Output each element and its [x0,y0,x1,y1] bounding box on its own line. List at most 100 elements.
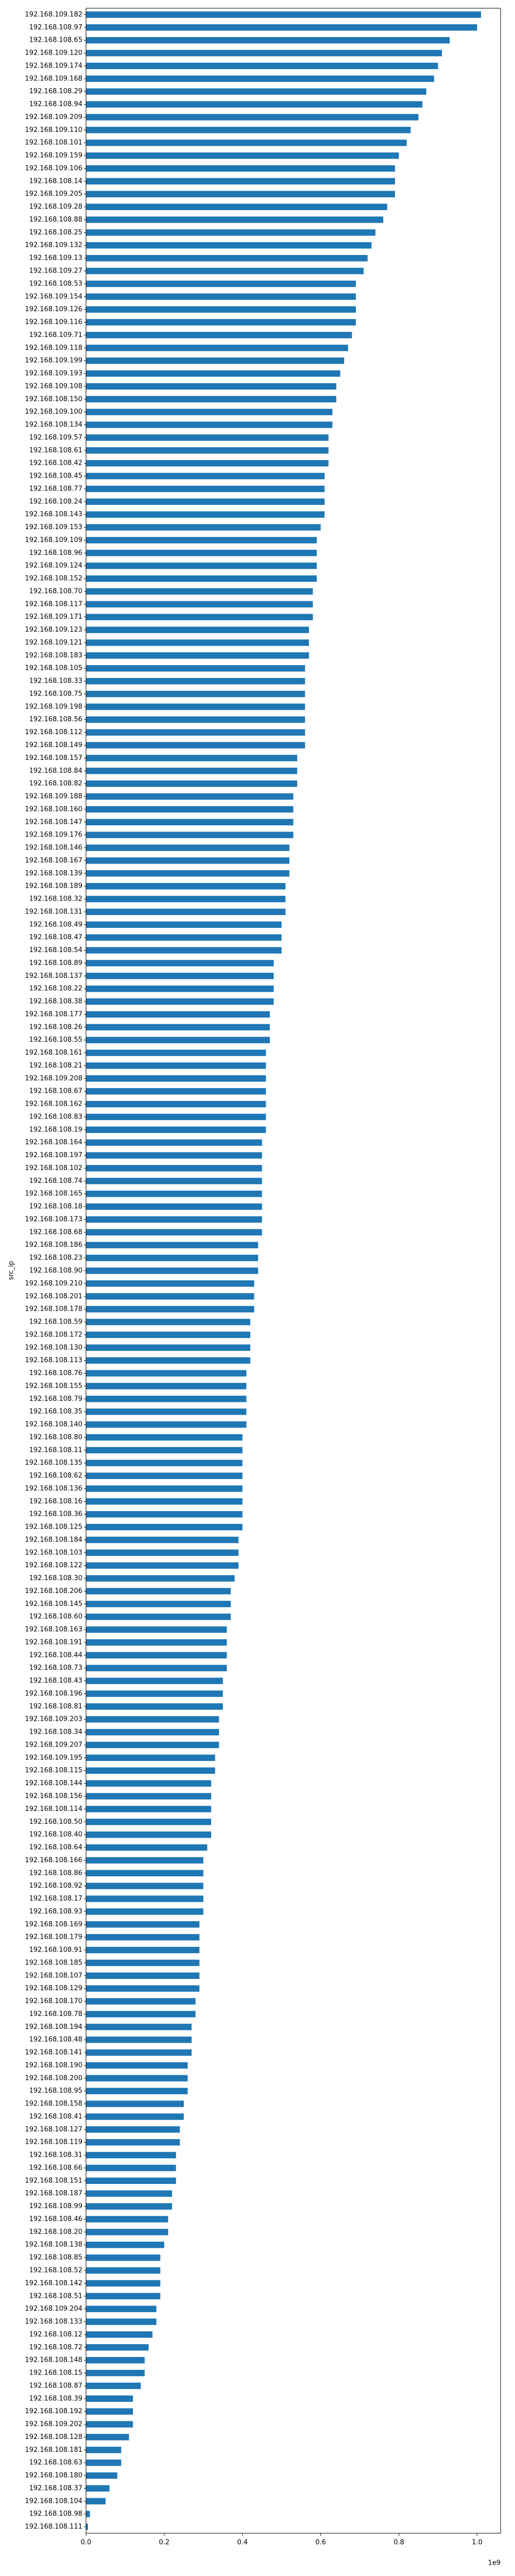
y-tick-label: 192.168.108.196 [25,1690,82,1698]
y-tick-label: 192.168.108.105 [25,665,82,672]
y-tick-label: 192.168.108.149 [25,741,82,749]
bar [86,255,368,262]
x-tick-label: 0.0 [81,2539,92,2547]
y-tick-label: 192.168.108.133 [25,2318,82,2326]
y-tick-label: 192.168.108.111 [25,2523,82,2531]
bar [86,1523,243,1531]
y-tick-label: 192.168.109.208 [25,1075,82,1082]
y-tick-label: 192.168.108.170 [25,1997,82,2005]
y-tick-label: 192.168.108.90 [29,1267,82,1275]
y-tick-label: 192.168.108.32 [29,895,82,903]
y-tick-label: 192.168.108.172 [25,1331,82,1338]
y-tick-label: 192.168.108.206 [25,1587,82,1595]
y-tick-label: 192.168.108.136 [25,1485,82,1493]
y-tick-label: 192.168.108.122 [25,1562,82,1569]
y-tick-label: 192.168.108.135 [25,1459,82,1467]
bar [86,2088,188,2094]
y-tick-label: 192.168.108.44 [29,1651,82,1659]
y-tick-label: 192.168.108.103 [25,1549,82,1556]
y-tick-label: 192.168.108.21 [29,1062,82,1070]
bar [86,421,333,428]
bar [86,2100,184,2107]
bar [86,2485,110,2492]
bar [86,1883,203,1889]
bar [86,601,313,608]
bar [86,1934,200,1941]
y-tick-label: 192.168.109.28 [29,203,82,211]
y-tick-label: 192.168.108.97 [29,24,82,31]
bar [86,472,325,480]
y-tick-label: 192.168.109.57 [29,434,82,442]
bar [86,267,364,275]
bar [86,934,282,941]
y-tick-label: 192.168.108.160 [25,805,82,813]
bar [86,960,274,967]
bar [86,677,305,685]
y-tick-label: 192.168.108.114 [25,1805,82,1813]
bar [86,11,482,18]
y-tick-label: 192.168.108.80 [29,1433,82,1441]
x-offset-label: 1e9 [488,2560,501,2567]
y-tick-label: 192.168.109.27 [29,267,82,275]
y-tick-label: 192.168.109.108 [25,382,82,390]
bar [86,1242,259,1248]
bar [86,1191,262,1197]
bar [86,319,356,326]
bar [86,2306,157,2312]
bar [86,1024,270,1031]
bar [86,49,442,57]
bar [86,2395,133,2402]
y-tick-label: 192.168.108.85 [29,2254,82,2262]
y-tick-label: 192.168.108.138 [25,2241,82,2249]
bar [86,1485,243,1492]
bar [86,1741,219,1749]
bar [86,2498,106,2505]
bar [86,832,294,838]
y-tick-label: 192.168.108.139 [25,870,82,877]
y-tick-label: 192.168.108.49 [29,921,82,928]
x-tick-label: 0.2 [159,2539,170,2547]
bar [86,434,329,441]
bar [86,2190,173,2197]
x-tick-label: 0.6 [315,2539,326,2547]
bar [86,1985,200,1992]
y-tick-label: 192.168.109.171 [25,613,82,621]
bar [86,895,286,903]
bar [86,165,395,172]
y-tick-label: 192.168.109.198 [25,703,82,710]
bar [86,2011,196,2018]
bar [86,1562,239,1569]
bar [86,140,407,146]
y-tick-label: 192.168.108.64 [29,1844,82,1852]
bar [86,345,348,351]
y-tick-label: 192.168.108.86 [29,1869,82,1877]
bar [86,1178,262,1184]
y-tick-label: 192.168.108.53 [29,280,82,287]
bar [86,921,282,928]
y-tick-label: 192.168.108.22 [29,985,82,993]
bar [86,1370,247,1377]
bar [86,639,309,646]
y-tick-label: 192.168.109.176 [25,831,82,839]
bar [86,2062,188,2069]
bar [86,1613,231,1620]
y-tick-label: 192.168.108.187 [25,2190,82,2197]
bar [86,947,282,954]
y-tick-label: 192.168.108.19 [29,1126,82,1133]
bar [86,24,477,31]
bar [86,152,399,159]
y-tick-label: 192.168.108.151 [25,2177,82,2184]
y-tick-label: 192.168.108.148 [25,2357,82,2364]
y-tick-label: 192.168.109.116 [25,318,82,326]
y-tick-label: 192.168.109.159 [25,152,82,160]
bar [86,1831,212,1838]
bar [86,1498,243,1505]
bar [86,2024,192,2030]
bar [86,793,294,800]
bar [86,1037,270,1043]
y-tick-label: 192.168.108.25 [29,229,82,236]
y-tick-label: 192.168.108.115 [25,1767,82,1774]
bar [86,768,298,774]
bar [86,1421,247,1428]
y-tick-label: 192.168.109.193 [25,370,82,378]
